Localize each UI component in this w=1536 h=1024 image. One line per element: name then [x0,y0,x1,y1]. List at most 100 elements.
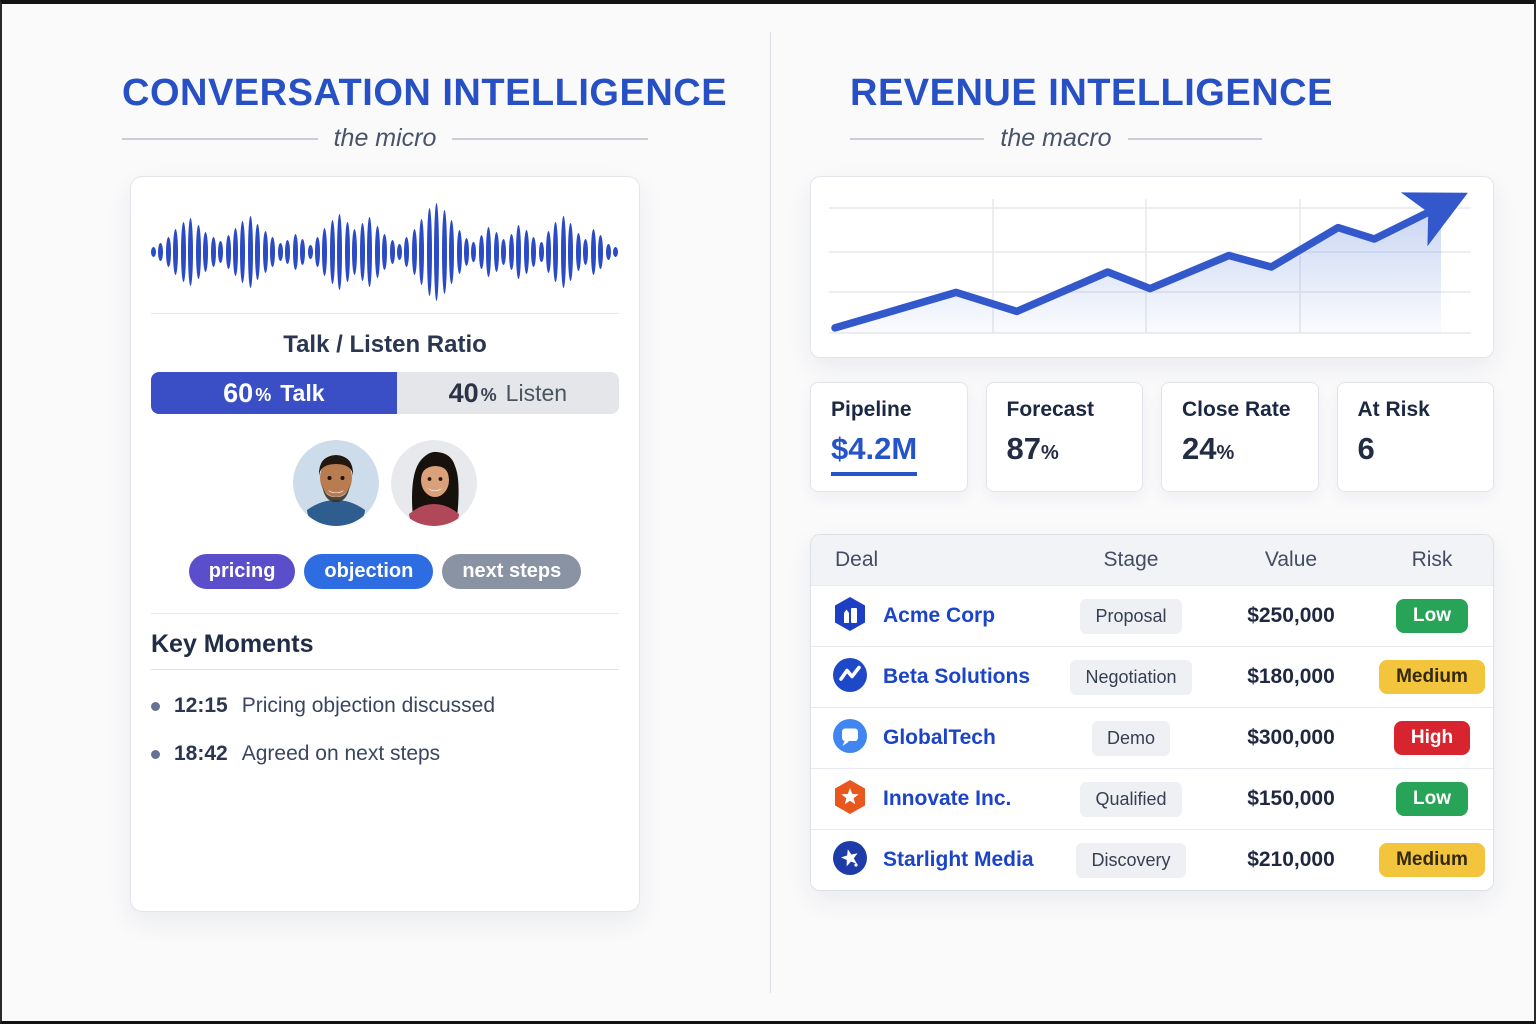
deal-name[interactable]: Innovate Inc. [883,787,1012,810]
company-icon-globaltech [831,717,869,760]
table-row[interactable]: Beta Solutions Negotiation $180,000 Medium [811,646,1493,707]
waveform-bar [464,238,470,266]
moment-text: Agreed on next steps [241,742,441,765]
table-row[interactable]: Acme Corp Proposal $250,000 Low [811,585,1493,646]
waveform-bar [262,231,268,273]
kpi-stats: Pipeline $4.2M Forecast 87% Close Rate 24% At … [810,382,1494,492]
deal-name[interactable]: Acme Corp [883,604,996,627]
audio-waveform [151,199,619,305]
waveform-bar [232,228,238,276]
talk-label: Talk [280,379,325,406]
moment-time: 18:42 [174,742,228,765]
stage-badge: Proposal [1080,598,1182,634]
waveform-bar [158,243,164,261]
table-row[interactable]: Starlight Media Discovery $210,000 Medium [811,829,1493,890]
talk-listen-bar: 60% Talk 40% Listen [151,372,619,414]
revenue-trend-card [810,176,1494,358]
waveform-bar [203,232,209,272]
tag-pill-pricing[interactable]: pricing [188,554,296,589]
waveform-bar [516,225,522,279]
talk-segment: 60% Talk [151,372,397,414]
deals-table: Deal Stage Value Risk Acme Corp Proposal $250… [810,534,1494,891]
waveform-bar [613,247,619,257]
waveform-bar [449,220,455,284]
deal-value: $180,000 [1247,665,1335,688]
waveform-bar [575,233,581,271]
stat-unit: % [1216,442,1235,464]
waveform-bar [359,223,365,281]
stat-card-close-rate[interactable]: Close Rate 24% [1161,382,1319,492]
listen-segment: 40% Listen [396,372,619,414]
table-header-row: Deal Stage Value Risk [811,535,1493,585]
column-header-deal: Deal [835,548,879,571]
waveform-bar [300,239,306,265]
key-moments-section: Key Moments 12:15 Pricing objection discu… [151,630,619,766]
waveform-bar [151,247,156,257]
waveform-bar [396,244,402,260]
waveform-bar [173,229,179,275]
waveform-bar [255,224,261,280]
waveform-bar [225,235,231,269]
key-moments-list: 12:15 Pricing objection discussed 18:42 Agr… [151,694,619,766]
waveform-bar [188,218,194,286]
stat-value: $4.2M [831,431,918,476]
company-icon-acme-corp [831,595,869,638]
waveform-bar [329,220,335,284]
waveform-bar [374,226,380,278]
waveform-bar [560,216,566,288]
column-header-value: Value [1264,548,1318,571]
waveform-bar [180,222,186,282]
waveform-bar [583,239,589,265]
waveform-bar [546,231,552,273]
waveform-bar [344,222,350,282]
stat-card-pipeline[interactable]: Pipeline $4.2M [810,382,968,492]
deal-name[interactable]: Starlight Media [883,848,1034,871]
revenue-subtitle: the macro [1000,124,1112,152]
waveform-bar [322,228,328,276]
deal-cell: Beta Solutions [811,656,1051,699]
percent-sign: % [480,384,497,405]
key-moments-title: Key Moments [151,630,314,658]
tag-pill-objection[interactable]: objection [304,554,434,589]
divider-line [850,137,985,140]
waveform-bar [389,240,395,264]
stat-card-at-risk[interactable]: At Risk 6 [1336,382,1494,492]
deal-value: $300,000 [1247,726,1335,749]
divider-line [151,669,619,670]
waveform-bar [493,232,499,272]
talk-percent: 60 [223,377,254,408]
stat-label: Forecast [1006,398,1095,421]
company-icon-starlight-media [831,839,869,882]
participants [151,440,619,526]
deal-cell: Innovate Inc. [811,778,1051,821]
moment-text: Pricing objection discussed [241,694,496,717]
column-header-stage: Stage [1103,548,1159,571]
waveform-bar [195,225,201,279]
waveform-bar [471,242,477,262]
revenue-header: REVENUE INTELLIGENCE the macro [850,72,1332,153]
waveform-bar [292,234,298,270]
deal-value: $150,000 [1247,787,1335,810]
waveform-bar [434,203,440,301]
waveform-bar [538,242,544,262]
waveform-bar [165,237,171,267]
panel-divider [770,32,771,993]
waveform-bar [337,214,343,290]
company-icon-innovate-inc [831,778,869,821]
table-row[interactable]: GlobalTech Demo $300,000 High [811,707,1493,768]
tag-pill-next-steps[interactable]: next steps [442,554,582,589]
waveform-bar [285,240,291,264]
deal-name[interactable]: GlobalTech [883,726,996,749]
conversation-subtitle: the micro [333,124,437,152]
table-row[interactable]: Innovate Inc. Qualified $150,000 Low [811,768,1493,829]
stat-card-forecast[interactable]: Forecast 87% [985,382,1143,492]
waveform-bar [411,229,417,275]
waveform-bar [314,237,320,267]
conversation-tags: pricing objection next steps [151,554,619,589]
conversation-card: Talk / Listen Ratio 60% Talk 40% Listen [130,176,640,912]
waveform-bar [352,229,358,275]
waveform-bar [270,237,276,267]
deal-name[interactable]: Beta Solutions [883,665,1031,688]
listen-label: Listen [505,379,568,406]
deal-cell: Acme Corp [811,595,1051,638]
